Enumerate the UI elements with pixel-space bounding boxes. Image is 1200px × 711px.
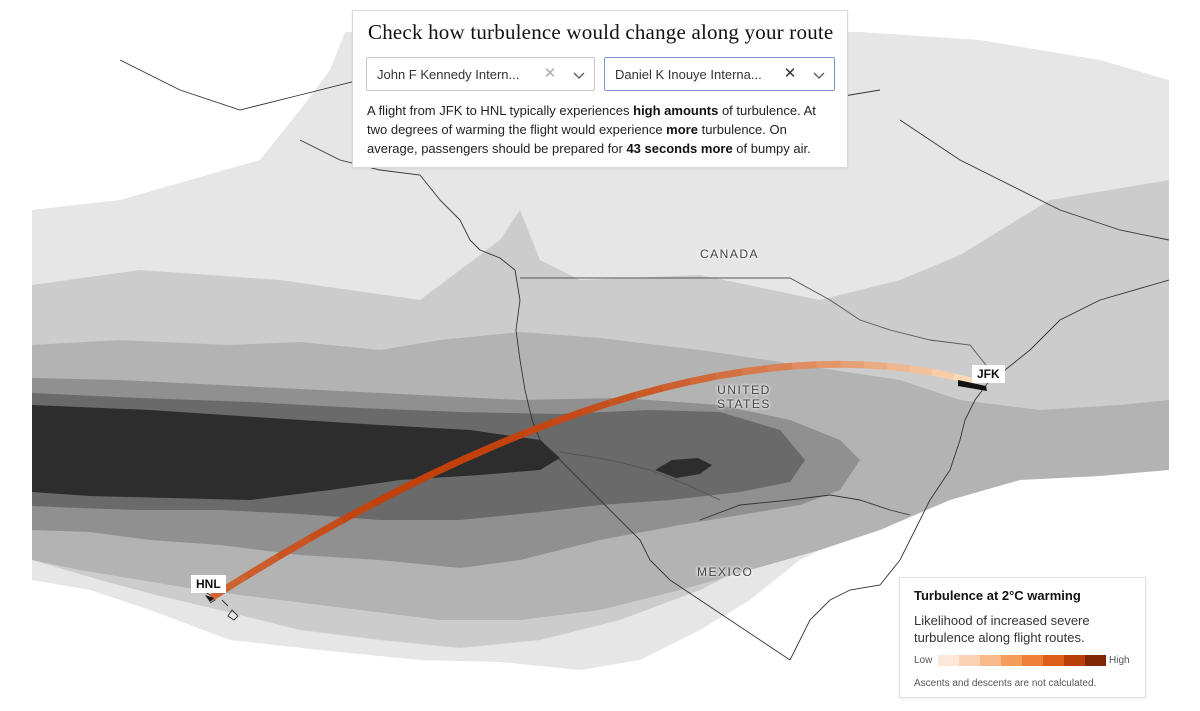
route-segment (662, 378, 691, 392)
legend-title: Turbulence at 2°C warming (914, 588, 1081, 603)
legend-low-label: Low (914, 655, 933, 666)
route-selector-panel: Check how turbulence would change along … (352, 10, 848, 168)
destination-chevron-down-icon[interactable] (809, 65, 829, 85)
route-segment (863, 361, 888, 370)
origin-airport-value: John F Kennedy Intern... (377, 67, 520, 82)
route-segment (952, 373, 976, 386)
route-segment (909, 365, 933, 376)
border-us-mexico (559, 451, 721, 501)
route-segment (886, 362, 911, 373)
summary-text-3: turbulence. On average, passengers shoul… (367, 122, 787, 156)
label-united-states-line2: STATES (717, 397, 771, 411)
coastline-gulf (699, 494, 911, 521)
legend-color-ramp (938, 655, 1106, 666)
label-united-states-line1: UNITED (717, 383, 771, 397)
flight-route (209, 360, 976, 601)
summary-bold-1: high amounts (633, 103, 719, 118)
legend-ramp-step-7 (1064, 655, 1085, 666)
route-segment (840, 360, 865, 369)
legend-ramp-step-3 (980, 655, 1001, 666)
destination-airport-value: Daniel K Inouye Interna... (615, 67, 762, 82)
route-segment (433, 455, 467, 476)
jfk-marker (958, 380, 987, 391)
summary-text-2: of turbulence. At two degrees of warming… (367, 103, 816, 137)
route-segment (493, 430, 526, 449)
border-us-canada (520, 277, 991, 371)
coastline-east (789, 279, 1169, 661)
summary-bold-3: 43 seconds more (626, 141, 733, 156)
route-segment (767, 362, 793, 373)
route-segment (741, 365, 768, 376)
label-canada: CANADA (700, 247, 760, 261)
legend-ramp-step-1 (938, 655, 959, 666)
hnl-marker (205, 595, 214, 602)
route-segment (307, 517, 344, 542)
destination-clear-icon[interactable]: ✕ (783, 65, 797, 82)
origin-airport-select[interactable]: John F Kennedy Intern... ✕ (366, 57, 595, 91)
legend-note: Ascents and descents are not calculated. (914, 678, 1097, 689)
origin-chevron-down-icon[interactable] (569, 65, 589, 85)
route-segment (635, 384, 665, 399)
legend-ramp-step-6 (1043, 655, 1064, 666)
route-segment (792, 361, 817, 370)
legend-ramp-step-2 (959, 655, 980, 666)
route-segment (371, 484, 406, 507)
route-segment (607, 391, 638, 407)
panel-title: Check how turbulence would change along … (368, 20, 834, 44)
turbulence-legend: Turbulence at 2°C warming Likelihood of … (899, 577, 1146, 698)
route-segment (931, 368, 955, 381)
summary-text-4: of bumpy air. (732, 141, 811, 156)
coastline-west (299, 139, 791, 661)
legend-ramp-step-5 (1022, 655, 1043, 666)
airport-tag-destination: HNL (191, 575, 226, 593)
legend-description: Likelihood of increased severe turbulenc… (914, 613, 1090, 645)
route-segment (551, 409, 583, 426)
route-segment (689, 372, 718, 385)
route-summary: A flight from JFK to HNL typically exper… (367, 101, 839, 158)
destination-airport-select[interactable]: Daniel K Inouye Interna... ✕ (604, 57, 835, 91)
airport-tag-origin: JFK (972, 365, 1005, 383)
summary-text-1: A flight from JFK to HNL typically exper… (367, 103, 634, 118)
origin-clear-icon[interactable]: ✕ (543, 65, 557, 82)
route-segment (209, 574, 247, 601)
route-segment (275, 535, 312, 561)
route-segment (402, 469, 437, 491)
route-segment (463, 442, 496, 462)
label-mexico: MEXICO (697, 565, 754, 579)
route-segment (339, 500, 375, 524)
turbulence-band-6b (655, 458, 712, 478)
legend-high-label: High (1109, 655, 1130, 666)
route-segment (522, 419, 554, 437)
route-segment (579, 399, 611, 416)
legend-ramp-step-4 (1001, 655, 1022, 666)
route-segment (242, 554, 279, 581)
summary-bold-2: more (666, 122, 698, 137)
legend-ramp-step-8 (1085, 655, 1106, 666)
route-segment (715, 368, 743, 380)
label-united-states: UNITED STATES (717, 383, 771, 411)
